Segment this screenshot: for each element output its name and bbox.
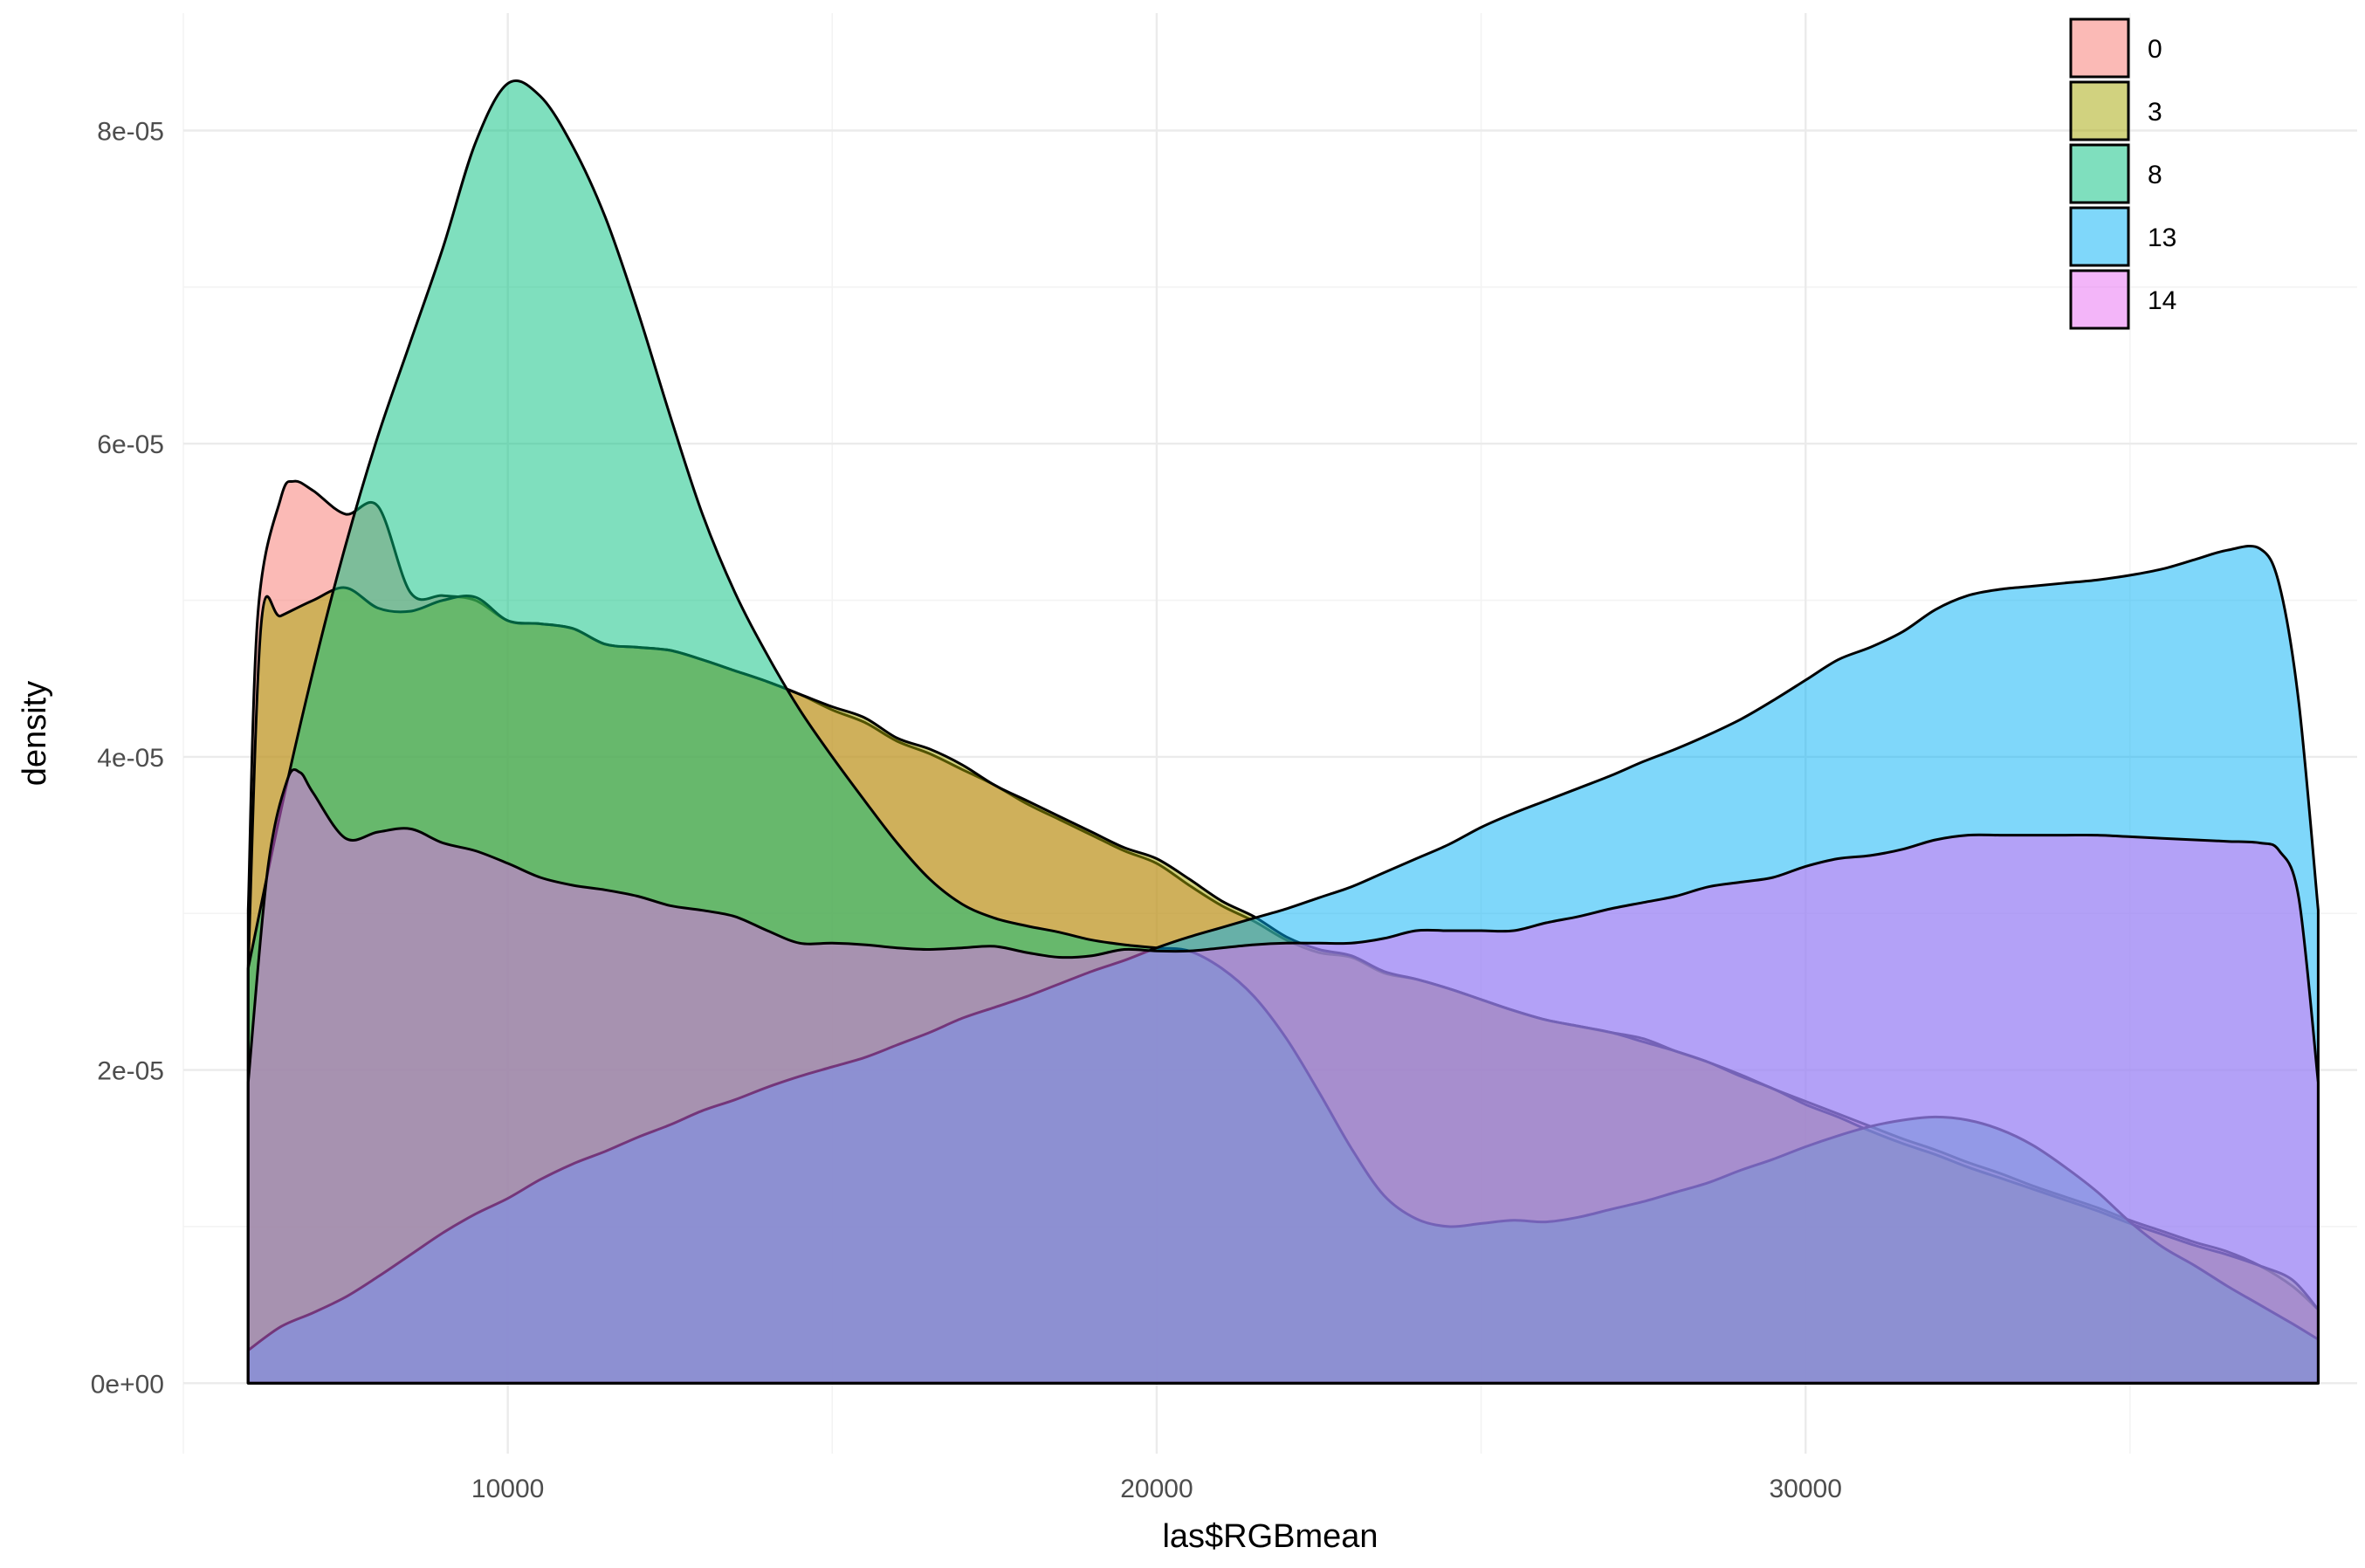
x-tick-label: 20000 xyxy=(1120,1475,1193,1503)
y-tick-label: 6e-05 xyxy=(97,430,164,459)
y-tick-label: 8e-05 xyxy=(97,118,164,147)
legend: 0 3 8 13 14 xyxy=(2069,17,2176,330)
legend-label-8: 8 xyxy=(2148,161,2162,189)
legend-key-13 xyxy=(2069,206,2130,267)
legend-label-14: 14 xyxy=(2148,286,2176,315)
y-axis-ticks: 0e+00 2e-05 4e-05 6e-05 8e-05 xyxy=(91,118,164,1400)
density-areas xyxy=(246,79,2320,1385)
legend-key-0 xyxy=(2069,17,2130,79)
legend-label-0: 0 xyxy=(2148,35,2162,64)
y-axis-title: density xyxy=(17,681,53,786)
density-area-14 xyxy=(246,767,2320,1385)
x-tick-label: 30000 xyxy=(1769,1475,1841,1503)
y-tick-label: 0e+00 xyxy=(91,1370,164,1399)
legend-label-3: 3 xyxy=(2148,98,2162,127)
legend-key-8 xyxy=(2069,143,2130,204)
x-axis-ticks: 10000 20000 30000 xyxy=(471,1475,1842,1503)
legend-key-3 xyxy=(2069,80,2130,141)
y-tick-label: 2e-05 xyxy=(97,1057,164,1086)
x-tick-label: 10000 xyxy=(471,1475,544,1503)
legend-key-14 xyxy=(2069,269,2130,330)
x-axis-title: las$RGBmean xyxy=(1162,1518,1378,1555)
y-tick-label: 4e-05 xyxy=(97,744,164,773)
legend-label-13: 13 xyxy=(2148,224,2176,252)
